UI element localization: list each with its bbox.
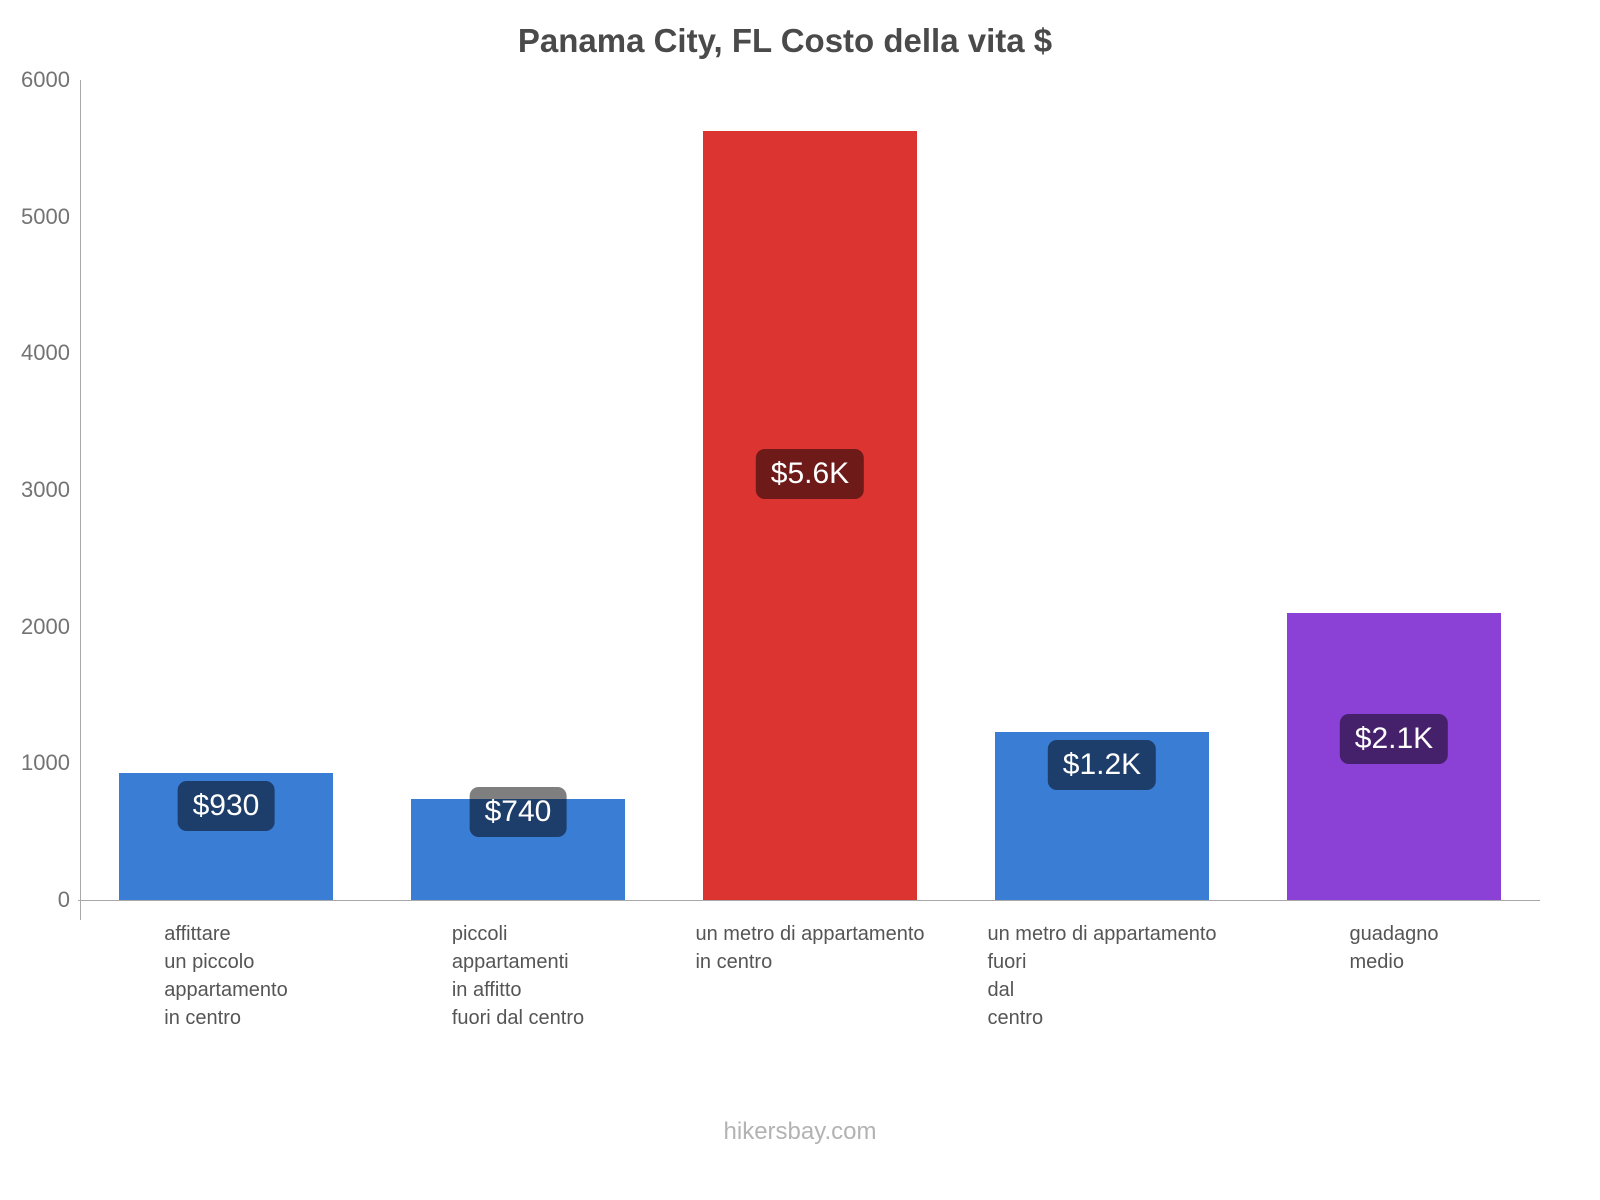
- bar-0: $930: [119, 772, 333, 900]
- y-axis-tick-label: 2000: [21, 613, 70, 639]
- bar-1: $740: [411, 786, 625, 900]
- x-axis-category-label: affittare un piccolo appartamento in centro: [164, 923, 288, 1029]
- x-axis-category-label: guadagno medio: [1349, 923, 1439, 973]
- y-axis-tick-label: 4000: [21, 340, 70, 366]
- x-axis-category-cell: piccoli appartamenti in affitto fuori dal c…: [372, 920, 664, 1032]
- y-axis-line: [80, 80, 81, 920]
- x-axis-category-cell: affittare un piccolo appartamento in centro: [80, 920, 372, 1032]
- bar-2: $5.6K: [703, 130, 917, 900]
- y-axis-tick-label: 6000: [21, 67, 70, 92]
- watermark-text: hikersbay.com: [723, 1118, 877, 1145]
- y-axis-tick-label: 1000: [21, 750, 70, 776]
- chart-title: Panama City, FL Costo della vita $: [517, 22, 1053, 59]
- y-axis-tick-label: 0: [57, 887, 70, 912]
- x-axis-category-cell: un metro di appartamento fuori dal centro: [956, 920, 1248, 1032]
- x-axis-category-label: un metro di appartamento fuori dal centro: [987, 923, 1217, 1029]
- bar-4: $2.1K: [1287, 613, 1501, 900]
- bar-value-label: $5.6K: [755, 448, 865, 499]
- x-axis-category-label: piccoli appartamenti in affitto fuori dal c…: [451, 923, 585, 1029]
- y-axis-tick-label: 3000: [21, 477, 70, 502]
- bar-value-label: $2.1K: [1339, 714, 1449, 765]
- x-axis-category-labels: affittare un piccolo appartamento in centro…: [80, 920, 1540, 1032]
- x-axis-category-label: un metro di appartamento in centro: [695, 923, 925, 973]
- x-axis-category-cell: un metro di appartamento in centro: [664, 920, 956, 1032]
- x-axis-category-cell: guadagno medio: [1248, 920, 1540, 1032]
- y-axis-tick-labels: 0 1000 2000 3000 4000 5000 6000: [0, 67, 70, 912]
- x-axis-line: [78, 900, 1540, 901]
- plot-area: $930 $740 $5.6K $1.2K $2.1K: [80, 80, 1540, 900]
- bar-value-label: $740: [469, 786, 567, 837]
- bar-value-label: $930: [177, 780, 275, 831]
- bar-value-label: $1.2K: [1047, 739, 1157, 790]
- bar-3: $1.2K: [995, 731, 1209, 900]
- y-axis-tick-label: 5000: [21, 203, 70, 229]
